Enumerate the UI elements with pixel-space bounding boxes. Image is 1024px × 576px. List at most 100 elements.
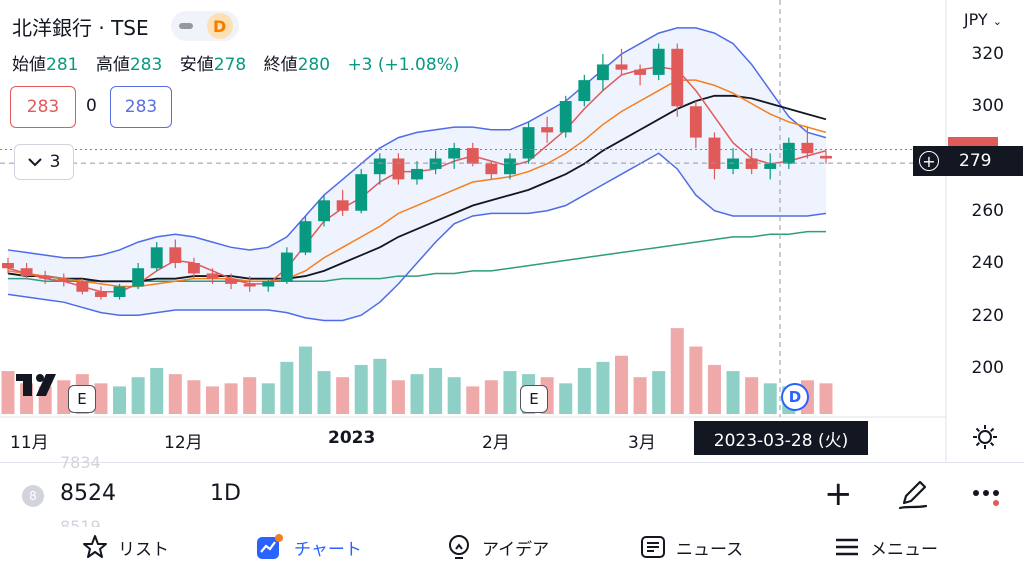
plus-circle-icon[interactable]: +	[919, 151, 939, 171]
star-icon	[83, 535, 107, 558]
candle-body	[318, 200, 330, 222]
adjacent-symbol-below: 8519	[60, 517, 101, 527]
nav-label: アイデア	[482, 539, 550, 560]
volume-bar	[113, 386, 127, 414]
volume-bar	[391, 380, 405, 414]
settings-icon[interactable]	[972, 424, 998, 450]
volume-bar	[614, 355, 629, 414]
symbol-code[interactable]: 8524	[60, 481, 116, 506]
candle-body	[39, 276, 52, 279]
nav-menu[interactable]: メニュー	[834, 534, 938, 560]
adjacent-symbol-above: 7834	[60, 453, 101, 472]
low-label: 安値	[179, 55, 214, 75]
close-value: 280	[297, 55, 331, 75]
ohlc-legend: 始値281 高値283 安値278 終値280 +3 (+1.08%)	[12, 50, 471, 75]
nav-news[interactable]: ニュース	[640, 534, 743, 560]
timeframe-button[interactable]: 1D	[210, 481, 241, 506]
earnings-marker[interactable]: E	[68, 385, 96, 413]
chevron-down-icon	[27, 158, 42, 167]
delay-badge: D	[206, 13, 233, 39]
candle-body	[280, 252, 293, 282]
candle-body	[541, 127, 554, 133]
volume-bar	[354, 364, 368, 414]
volume-bar	[336, 377, 350, 414]
candle-body	[559, 101, 572, 133]
sell-price-button[interactable]: 283	[10, 86, 76, 128]
buy-price-button[interactable]: 283	[110, 86, 172, 128]
candle-body	[336, 200, 349, 211]
candle-body	[411, 168, 423, 180]
volume-bar	[205, 386, 220, 414]
volume-bar	[373, 358, 387, 414]
candle-body	[132, 268, 145, 287]
volume-bar	[94, 383, 108, 414]
candle-body	[485, 163, 498, 175]
nav-watchlist[interactable]: リスト	[82, 534, 169, 560]
candle-body	[95, 291, 107, 297]
candle-body	[596, 64, 609, 81]
symbol-bar[interactable]: 7834 8 8524 1D 8519 +	[0, 453, 1024, 527]
symbol-title[interactable]: 北洋銀行 · TSE	[12, 15, 149, 40]
candle-body	[373, 158, 386, 175]
rank-badge: 8	[22, 485, 44, 507]
tradingview-logo-icon	[16, 374, 56, 396]
nav-label: リスト	[118, 539, 169, 560]
candle-body	[76, 281, 89, 292]
earnings-marker[interactable]: E	[520, 385, 548, 413]
low-value: 278	[213, 55, 247, 75]
candle-body	[671, 48, 684, 107]
y-tick-label: 220	[971, 306, 1004, 326]
candle-body	[262, 281, 275, 287]
volume-bar	[503, 371, 517, 414]
x-tick-label: 3月	[628, 433, 656, 453]
open-label: 始値	[12, 55, 46, 75]
nav-label: ニュース	[676, 539, 744, 560]
volume-bar	[243, 377, 257, 414]
crosshair-price: 279	[959, 151, 992, 171]
dividend-marker[interactable]: D	[781, 383, 809, 411]
candle-body	[801, 142, 814, 154]
indicators-toggle[interactable]: 3	[14, 144, 74, 180]
volume-bar	[670, 328, 684, 414]
candle-body	[187, 263, 200, 274]
candle-body	[522, 127, 535, 159]
crosshair-price-label[interactable]: + 279	[913, 146, 1023, 176]
candle-body	[448, 148, 461, 159]
candle-body	[113, 286, 126, 297]
volume-bar	[429, 368, 443, 414]
currency-label: JPY	[963, 10, 988, 29]
candle-body	[466, 148, 479, 164]
candle-body	[745, 158, 758, 169]
drawing-pen-icon[interactable]	[896, 477, 930, 511]
candle-body	[820, 155, 832, 159]
candle-body	[634, 69, 647, 75]
candle-body	[708, 137, 721, 169]
volume-bar	[559, 383, 573, 414]
add-icon[interactable]: +	[824, 474, 853, 514]
high-value: 283	[129, 55, 163, 75]
nav-ideas[interactable]: アイデア	[446, 534, 549, 560]
volume-bar	[652, 371, 666, 414]
volume-bar	[317, 371, 331, 414]
chart-icon	[257, 534, 283, 559]
last-price-marker	[948, 137, 998, 147]
candle-body	[355, 174, 368, 211]
menu-icon	[836, 538, 858, 556]
volume-bar	[577, 368, 591, 414]
volume-bar	[819, 383, 833, 414]
more-options-icon[interactable]	[970, 487, 1004, 507]
minus-icon	[178, 23, 193, 29]
volume-bar	[187, 380, 201, 414]
x-tick-label: 11月	[10, 433, 49, 453]
currency-selector[interactable]: JPY ⌄	[964, 10, 1002, 29]
market-status-pill[interactable]: D	[170, 11, 239, 41]
nav-chart[interactable]: チャート	[256, 534, 362, 560]
x-tick-label: 12月	[164, 433, 203, 453]
volume-bar	[763, 383, 777, 414]
y-tick-label: 200	[971, 358, 1004, 378]
candle-body	[206, 273, 219, 279]
candle-body	[504, 158, 516, 175]
volume-bar	[280, 361, 294, 414]
candle-body	[57, 278, 70, 282]
indicator-count: 3	[49, 152, 61, 172]
